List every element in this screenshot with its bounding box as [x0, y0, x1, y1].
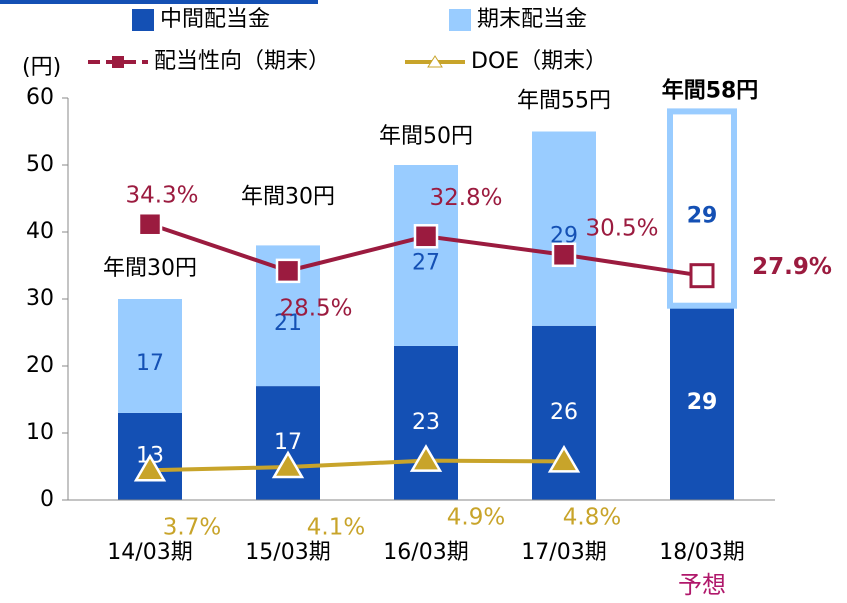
- bar-segment: [394, 345, 458, 500]
- forecast-label: 予想: [678, 571, 726, 599]
- marker: [547, 444, 581, 473]
- y-tick-label: 50: [26, 152, 54, 177]
- marker: [413, 224, 439, 249]
- y-tick-label: 40: [26, 219, 54, 244]
- marker: [409, 444, 443, 472]
- y-unit-label: (円): [22, 55, 61, 80]
- marker: [551, 242, 577, 268]
- line-value-label: 30.5%: [585, 215, 658, 241]
- x-tick-label: 17/03期: [521, 540, 606, 565]
- legend-label: DOE（期末）: [471, 49, 607, 74]
- marker: [275, 258, 301, 284]
- legend-swatch: [449, 9, 471, 31]
- bar-value-label: 23: [412, 410, 440, 435]
- bar-value-label: 29: [687, 204, 718, 229]
- bar-segment: [394, 165, 458, 346]
- marker: [133, 453, 167, 482]
- total-label: 年間55円: [517, 89, 611, 114]
- legend-marker: [112, 56, 124, 68]
- legend-label: 配当性向（期末）: [154, 49, 330, 74]
- line: [149, 458, 565, 473]
- y-tick-label: 0: [40, 487, 54, 512]
- y-tick-label: 30: [26, 286, 54, 311]
- bar-segment: [118, 299, 182, 413]
- marker: [689, 263, 715, 289]
- line-value-label: 34.3%: [125, 183, 198, 209]
- line-value-label: 4.8%: [563, 505, 621, 531]
- line-value-label: 32.8%: [429, 185, 502, 211]
- bar-value-label: 29: [687, 390, 718, 415]
- line-value-label: 28.5%: [279, 295, 352, 321]
- y-tick-label: 20: [26, 353, 54, 378]
- line-value-label: 4.9%: [447, 505, 505, 531]
- y-tick-label: 60: [26, 85, 54, 110]
- legend-label: 期末配当金: [477, 7, 587, 32]
- bar-segment: [256, 386, 320, 500]
- line-value-label: 27.9%: [752, 254, 832, 280]
- x-tick-label: 15/03期: [245, 540, 330, 565]
- y-tick-label: 10: [26, 420, 54, 445]
- bar-segment: [532, 131, 596, 326]
- bar-value-label: 21: [274, 311, 302, 336]
- total-label: 年間30円: [103, 256, 197, 281]
- legend-swatch: [132, 9, 154, 31]
- total-label: 年間58円: [662, 77, 759, 103]
- x-tick-label: 18/03期: [659, 540, 744, 565]
- line-value-label: 3.7%: [163, 515, 221, 541]
- bar-segment: [670, 305, 734, 500]
- marker: [137, 211, 163, 237]
- bar-value-label: 27: [412, 250, 440, 275]
- x-tick-label: 14/03期: [107, 540, 192, 565]
- legend-marker: [427, 55, 443, 68]
- x-tick-label: 16/03期: [383, 540, 468, 565]
- bar-value-label: 17: [136, 351, 164, 376]
- line-value-label: 4.1%: [307, 515, 365, 541]
- total-label: 年間30円: [241, 184, 335, 209]
- total-label: 年間50円: [379, 124, 473, 149]
- bar-value-label: 26: [550, 400, 578, 425]
- marker: [271, 450, 305, 479]
- legend-label: 中間配当金: [160, 7, 270, 32]
